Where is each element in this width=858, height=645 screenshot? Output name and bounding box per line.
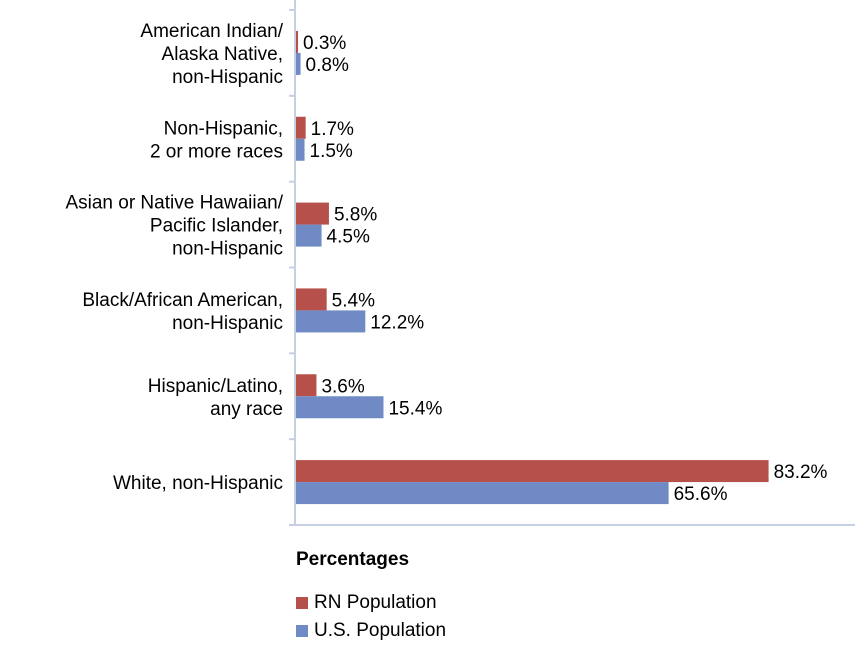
bar-us-5 [296, 482, 669, 505]
value-label-rn-1: 1.7% [311, 119, 354, 140]
bar-chart: 0.3%0.8% 1.7%1.5% 5.8%4.5% 5.4%12.2% 3.6% 15.… [65, 0, 855, 526]
category-label-3: Black/African American, non-Hispanic [82, 290, 283, 334]
bars-group [296, 30, 769, 505]
bar-us-1 [296, 138, 305, 161]
value-label-rn-2: 5.8% [334, 205, 377, 226]
bar-us-0 [296, 52, 301, 75]
legend: Percentages RN Population U.S. Populatio… [296, 549, 446, 645]
axis-group [289, 0, 855, 526]
value-label-us-0: 0.8% [306, 55, 349, 76]
category-label-2: Asian or Native Hawaiian/Pacific Islande… [65, 193, 283, 260]
value-label-us-2: 4.5% [327, 227, 370, 248]
legend-swatch-rn [296, 597, 308, 609]
legend-item-rn: RN Population [296, 589, 446, 617]
bar-us-2 [296, 224, 322, 247]
value-label-us-3: 12.2% [370, 312, 424, 333]
bar-us-4 [296, 396, 384, 419]
category-labels-group: American Indian/Alaska Native, non-Hispan… [65, 21, 283, 494]
category-label-5: White, non-Hispanic [113, 473, 283, 494]
category-label-4: Hispanic/Latino, any race [148, 376, 283, 420]
bar-rn-0 [296, 30, 298, 53]
value-label-us-5: 65.6% [674, 484, 728, 505]
bar-rn-1 [296, 116, 306, 139]
legend-label-rn: RN Population [314, 592, 437, 613]
value-label-rn-0: 0.3% [303, 33, 346, 54]
bar-rn-5 [296, 460, 769, 483]
value-label-rn-4: 3.6% [321, 376, 364, 397]
value-label-rn-5: 83.2% [774, 462, 828, 483]
legend-label-us: U.S. Population [314, 620, 447, 641]
value-label-us-4: 15.4% [388, 398, 442, 419]
value-label-rn-3: 5.4% [332, 290, 375, 311]
bar-us-3 [296, 310, 366, 333]
bar-rn-3 [296, 288, 327, 311]
legend-item-us: U.S. Population [296, 617, 446, 645]
legend-swatch-us [296, 625, 308, 637]
bar-rn-4 [296, 374, 317, 397]
category-label-0: American Indian/Alaska Native, non-Hispan… [140, 21, 283, 88]
legend-title: Percentages [296, 549, 410, 570]
category-label-1: Non-Hispanic, 2 or more races [150, 118, 283, 162]
value-labels-group: 0.3%0.8% 1.7%1.5% 5.8%4.5% 5.4%12.2% 3.6% 15.… [303, 33, 828, 505]
bar-rn-2 [296, 202, 329, 225]
value-label-us-1: 1.5% [310, 141, 353, 162]
